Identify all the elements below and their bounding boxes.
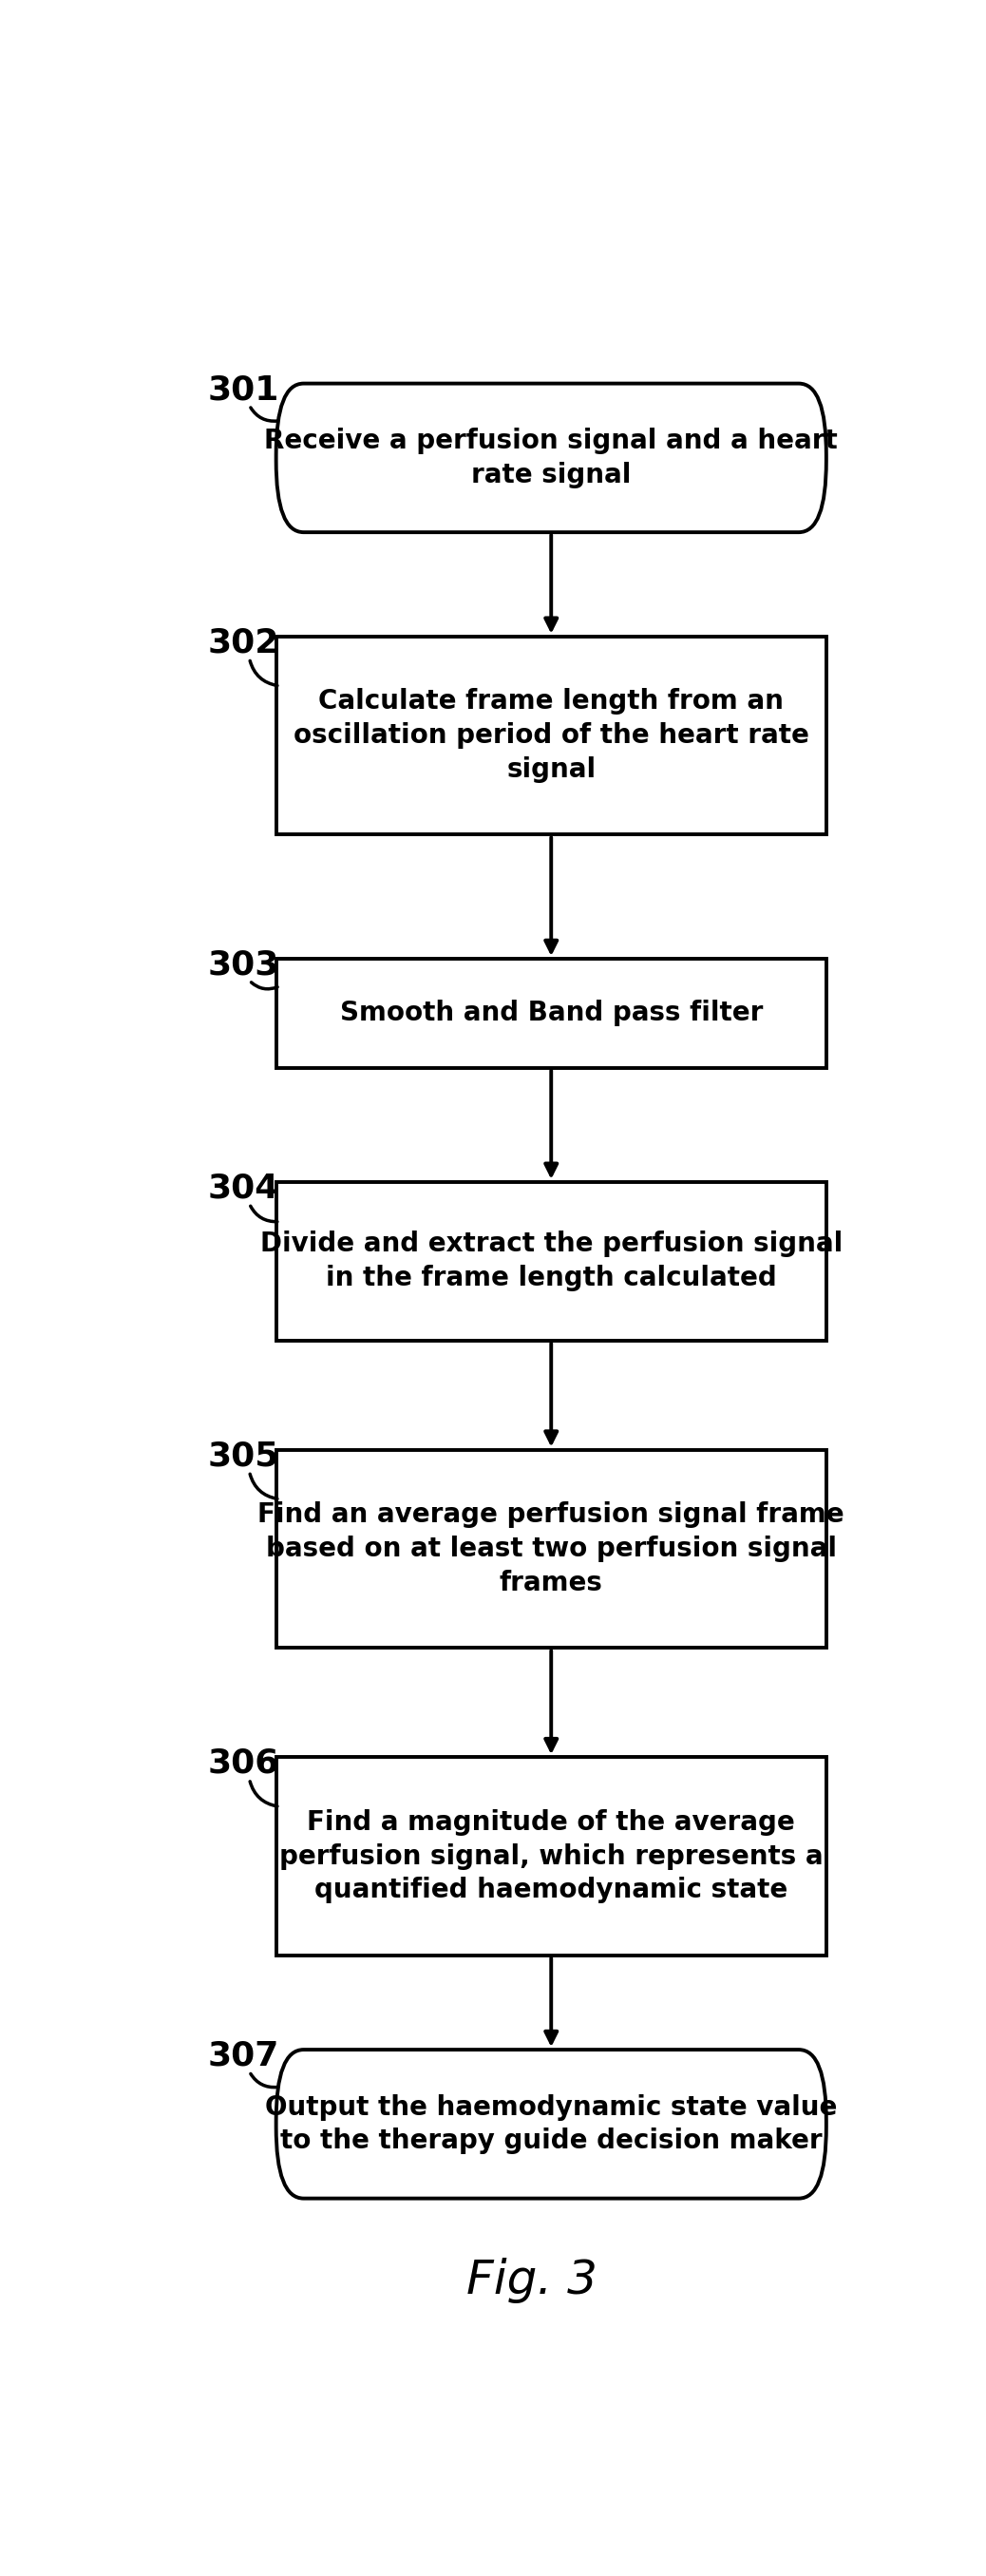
Text: 304: 304: [207, 1172, 279, 1203]
Text: 307: 307: [207, 2040, 279, 2071]
FancyBboxPatch shape: [276, 1182, 826, 1340]
FancyBboxPatch shape: [276, 958, 826, 1069]
Text: 306: 306: [207, 1747, 279, 1780]
Text: Find a magnitude of the average
perfusion signal, which represents a
quantified : Find a magnitude of the average perfusio…: [279, 1808, 823, 1904]
Text: 305: 305: [207, 1440, 279, 1471]
FancyBboxPatch shape: [276, 1757, 826, 1955]
Text: Receive a perfusion signal and a heart
rate signal: Receive a perfusion signal and a heart r…: [264, 428, 838, 487]
FancyBboxPatch shape: [276, 1450, 826, 1649]
Text: Fig. 3: Fig. 3: [466, 2259, 598, 2303]
Text: 302: 302: [207, 626, 279, 659]
FancyBboxPatch shape: [276, 2050, 826, 2197]
Text: 301: 301: [207, 374, 279, 407]
FancyBboxPatch shape: [276, 384, 826, 533]
Text: Output the haemodynamic state value
to the therapy guide decision maker: Output the haemodynamic state value to t…: [265, 2094, 837, 2154]
Text: 303: 303: [207, 948, 279, 981]
FancyBboxPatch shape: [276, 636, 826, 835]
Text: Smooth and Band pass filter: Smooth and Band pass filter: [339, 999, 763, 1028]
Text: Divide and extract the perfusion signal
in the frame length calculated: Divide and extract the perfusion signal …: [260, 1231, 842, 1291]
Text: Calculate frame length from an
oscillation period of the heart rate
signal: Calculate frame length from an oscillati…: [293, 688, 810, 783]
Text: Find an average perfusion signal frame
based on at least two perfusion signal
fr: Find an average perfusion signal frame b…: [257, 1502, 845, 1597]
